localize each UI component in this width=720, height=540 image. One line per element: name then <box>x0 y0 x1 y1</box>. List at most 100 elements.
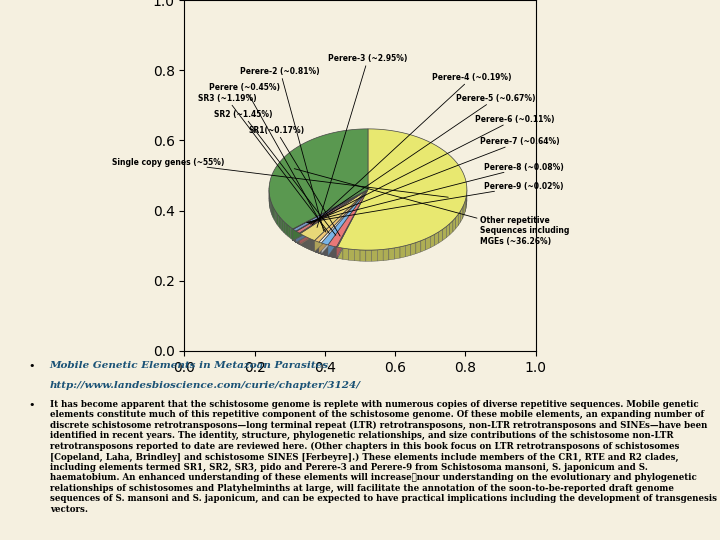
PathPatch shape <box>328 190 368 247</box>
Polygon shape <box>276 213 279 226</box>
Polygon shape <box>443 226 446 240</box>
Polygon shape <box>319 190 368 253</box>
PathPatch shape <box>315 190 368 242</box>
PathPatch shape <box>296 190 368 231</box>
PathPatch shape <box>293 190 368 229</box>
Polygon shape <box>293 190 368 240</box>
Polygon shape <box>284 221 286 234</box>
Polygon shape <box>293 190 368 240</box>
Text: Mobile Genetic Elements in Metazoan Parasites: Mobile Genetic Elements in Metazoan Para… <box>50 361 329 370</box>
PathPatch shape <box>300 190 368 240</box>
Polygon shape <box>446 224 450 238</box>
Polygon shape <box>315 190 368 252</box>
Polygon shape <box>315 190 368 252</box>
Polygon shape <box>297 190 368 242</box>
Text: It has become apparent that the schistosome genome is replete with numerous copi: It has become apparent that the schistos… <box>50 400 716 514</box>
Polygon shape <box>336 190 368 258</box>
Polygon shape <box>300 190 368 245</box>
Text: Perere-9 (~0.02%): Perere-9 (~0.02%) <box>307 182 564 222</box>
Text: Perere-8 (~0.08%): Perere-8 (~0.08%) <box>307 163 564 222</box>
Polygon shape <box>395 247 400 259</box>
Polygon shape <box>348 249 354 261</box>
PathPatch shape <box>293 190 368 231</box>
Text: SR3 (~1.19%): SR3 (~1.19%) <box>198 94 330 234</box>
Text: Perere-5 (~0.67%): Perere-5 (~0.67%) <box>310 94 535 224</box>
Polygon shape <box>288 225 290 238</box>
Text: http://www.landesbioscience.com/curie/chapter/3124/: http://www.landesbioscience.com/curie/ch… <box>50 381 361 389</box>
Polygon shape <box>458 211 461 225</box>
Text: Perere-6 (~0.11%): Perere-6 (~0.11%) <box>310 115 554 224</box>
Polygon shape <box>300 190 368 245</box>
Polygon shape <box>290 227 293 240</box>
Text: Perere-2 (~0.81%): Perere-2 (~0.81%) <box>240 67 324 231</box>
Polygon shape <box>328 190 368 256</box>
Text: Perere (~0.45%): Perere (~0.45%) <box>210 83 326 232</box>
Polygon shape <box>321 190 368 254</box>
Polygon shape <box>421 239 426 252</box>
Polygon shape <box>464 201 465 215</box>
Polygon shape <box>450 220 453 235</box>
Text: Perere-7 (~0.64%): Perere-7 (~0.64%) <box>308 137 559 223</box>
Polygon shape <box>360 250 366 261</box>
PathPatch shape <box>293 190 368 229</box>
Polygon shape <box>319 190 368 253</box>
Polygon shape <box>328 190 368 256</box>
Polygon shape <box>297 190 368 242</box>
PathPatch shape <box>269 129 368 229</box>
Polygon shape <box>431 234 435 248</box>
Polygon shape <box>336 190 368 258</box>
Polygon shape <box>456 214 458 228</box>
Polygon shape <box>410 242 416 255</box>
Polygon shape <box>338 190 368 258</box>
PathPatch shape <box>300 190 368 234</box>
Polygon shape <box>286 224 288 237</box>
Text: Single copy genes (~55%): Single copy genes (~55%) <box>112 158 449 197</box>
Polygon shape <box>296 190 368 242</box>
Polygon shape <box>383 249 389 261</box>
Polygon shape <box>293 190 368 240</box>
Text: SR1(~0.17%): SR1(~0.17%) <box>248 126 340 236</box>
Polygon shape <box>338 190 368 258</box>
PathPatch shape <box>336 190 368 247</box>
Polygon shape <box>343 248 348 260</box>
Text: Perere-4 (~0.19%): Perere-4 (~0.19%) <box>312 73 511 225</box>
Text: •: • <box>29 361 35 371</box>
Polygon shape <box>400 246 405 258</box>
PathPatch shape <box>319 190 368 243</box>
Polygon shape <box>280 217 282 231</box>
Polygon shape <box>372 250 377 261</box>
Polygon shape <box>435 232 438 246</box>
Polygon shape <box>438 229 443 243</box>
Text: •: • <box>29 400 35 410</box>
Polygon shape <box>416 241 421 254</box>
Text: SR2 (~1.45%): SR2 (~1.45%) <box>214 110 336 235</box>
PathPatch shape <box>321 190 368 245</box>
Polygon shape <box>293 190 368 240</box>
Text: Perere-3 (~2.95%): Perere-3 (~2.95%) <box>317 54 408 227</box>
Polygon shape <box>389 248 395 260</box>
Text: Other repetitive
Sequences including
MGEs (~36.26%): Other repetitive Sequences including MGE… <box>294 168 569 246</box>
Polygon shape <box>354 249 360 261</box>
Polygon shape <box>338 247 343 259</box>
PathPatch shape <box>338 129 467 250</box>
Polygon shape <box>462 204 464 219</box>
Polygon shape <box>321 190 368 254</box>
Polygon shape <box>282 219 284 233</box>
Polygon shape <box>377 249 383 261</box>
Polygon shape <box>453 218 456 232</box>
Polygon shape <box>274 208 276 222</box>
Polygon shape <box>366 250 372 261</box>
Polygon shape <box>461 207 462 222</box>
Polygon shape <box>279 215 280 228</box>
Polygon shape <box>271 202 272 215</box>
Polygon shape <box>272 204 273 218</box>
Polygon shape <box>273 206 274 220</box>
Polygon shape <box>293 190 368 240</box>
Polygon shape <box>300 190 368 244</box>
Polygon shape <box>293 190 368 240</box>
Polygon shape <box>465 197 466 212</box>
Polygon shape <box>300 190 368 244</box>
Polygon shape <box>405 244 410 256</box>
Polygon shape <box>296 190 368 242</box>
PathPatch shape <box>297 190 368 233</box>
